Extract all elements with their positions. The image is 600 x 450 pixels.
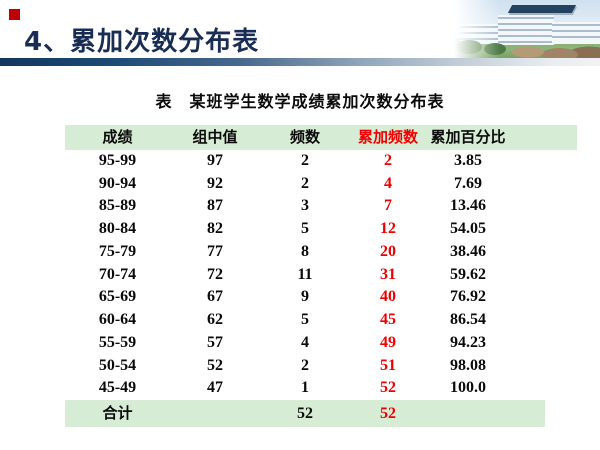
table-row: 45-49 47 1 52 100.0 <box>65 377 577 400</box>
table-body: 95-99 97 2 2 3.85 90-94 92 2 4 7.69 85-89 87 3 7 13.46… <box>65 150 577 400</box>
table-cell: 12 <box>380 220 396 238</box>
table-cell: 100.0 <box>450 379 486 397</box>
table-cell: 5 <box>301 220 309 238</box>
photo-left-fade <box>454 0 500 62</box>
col-header-frequency: 频数 <box>289 128 320 146</box>
red-square-decoration <box>9 9 20 20</box>
table-cell: 70-74 <box>98 265 137 283</box>
table-cell: 40 <box>380 288 396 306</box>
table-cell: 52 <box>207 356 223 374</box>
table-cell: 50-54 <box>98 356 137 374</box>
table-cell: 7.69 <box>454 174 482 192</box>
table-cell: 90-94 <box>98 174 137 192</box>
table-cell: 20 <box>380 242 396 260</box>
building-center <box>498 15 554 45</box>
table-cell: 4 <box>301 333 309 351</box>
building-windows <box>552 24 600 42</box>
building-right <box>552 22 600 44</box>
table-cell: 55-59 <box>98 333 137 351</box>
score-table: 成绩 组中值 频数 累加频数 累加百分比 95-99 97 2 2 3.85 90-94 9… <box>65 125 577 427</box>
table-cell: 87 <box>207 197 223 215</box>
table-row: 90-94 92 2 4 7.69 <box>65 173 577 196</box>
table-cell: 75-79 <box>98 242 137 260</box>
total-frequency: 52 <box>297 405 313 422</box>
table-header-row: 成绩 组中值 频数 累加频数 累加百分比 <box>65 125 577 150</box>
table-cell: 2 <box>301 356 309 374</box>
table-caption: 表 某班学生数学成绩累加次数分布表 <box>155 92 445 111</box>
table-cell: 85-89 <box>98 197 137 215</box>
table-cell: 31 <box>380 265 396 283</box>
table-cell: 97 <box>207 152 223 169</box>
col-header-score: 成绩 <box>102 128 133 146</box>
table-cell: 49 <box>380 333 396 351</box>
building-windows <box>498 17 554 43</box>
table-cell: 60-64 <box>98 311 137 329</box>
col-header-cum-percent: 累加百分比 <box>430 128 506 146</box>
building-roof-canopy <box>507 5 577 13</box>
table-row: 75-79 77 8 20 38.46 <box>65 241 577 264</box>
total-cum-frequency: 52 <box>380 405 396 422</box>
table-row: 85-89 87 3 7 13.46 <box>65 195 577 218</box>
table-row: 95-99 97 2 2 3.85 <box>65 150 577 173</box>
table-row: 50-54 52 2 51 98.08 <box>65 355 577 378</box>
table-cell: 3.85 <box>454 152 482 169</box>
table-cell: 5 <box>301 311 309 329</box>
table-cell: 45-49 <box>98 379 137 397</box>
table-cell: 45 <box>380 311 396 329</box>
total-midpoint <box>170 400 260 427</box>
table-cell: 54.05 <box>450 220 486 238</box>
table-cell: 62 <box>207 311 223 329</box>
table-cell: 77 <box>207 242 223 260</box>
table-cell: 76.92 <box>450 288 486 306</box>
slide-header: 4、累加次数分布表 <box>0 0 600 67</box>
table-cell: 2 <box>384 152 392 169</box>
table-cell: 65-69 <box>98 288 137 306</box>
table-cell: 98.08 <box>450 356 486 374</box>
table-cell: 92 <box>207 174 223 192</box>
table-cell: 52 <box>380 379 396 397</box>
table-cell: 82 <box>207 220 223 238</box>
col-header-cum-frequency: 累加频数 <box>357 128 418 146</box>
table-cell: 59.62 <box>450 265 486 283</box>
table-cell: 1 <box>301 379 309 397</box>
table-cell: 94.23 <box>450 333 486 351</box>
table-row: 70-74 72 11 31 59.62 <box>65 264 577 287</box>
table-cell: 67 <box>207 288 223 306</box>
table-cell: 4 <box>384 174 392 192</box>
table-cell: 80-84 <box>98 220 137 238</box>
table-cell: 51 <box>380 356 396 374</box>
page-title: 4、累加次数分布表 <box>24 27 260 57</box>
table-cell: 9 <box>301 288 309 306</box>
title-underline <box>0 58 600 66</box>
table-cell: 86.54 <box>450 311 486 329</box>
table-cell: 8 <box>301 242 309 260</box>
table-cell: 57 <box>207 333 223 351</box>
col-header-midpoint: 组中值 <box>192 128 238 146</box>
table-cell: 38.46 <box>450 242 486 260</box>
table-cell: 13.46 <box>450 197 486 215</box>
table-cell: 3 <box>301 197 309 215</box>
table-total-row: 合计 52 52 <box>65 400 545 427</box>
table-row: 80-84 82 5 12 54.05 <box>65 218 577 241</box>
table-cell: 72 <box>207 265 223 283</box>
table-cell: 47 <box>207 379 223 397</box>
table-row: 60-64 62 5 45 86.54 <box>65 309 577 332</box>
table-row: 55-59 57 4 49 94.23 <box>65 332 577 355</box>
table-cell: 2 <box>301 174 309 192</box>
table-cell: 7 <box>384 197 392 215</box>
campus-photo <box>454 0 600 62</box>
total-label: 合计 <box>102 404 133 422</box>
rocks <box>510 44 600 62</box>
table-cell: 11 <box>297 265 313 283</box>
table-cell: 95-99 <box>98 152 137 169</box>
table-row: 65-69 67 9 40 76.92 <box>65 286 577 309</box>
table-cell: 2 <box>301 152 309 169</box>
total-cum-percent <box>426 400 510 427</box>
